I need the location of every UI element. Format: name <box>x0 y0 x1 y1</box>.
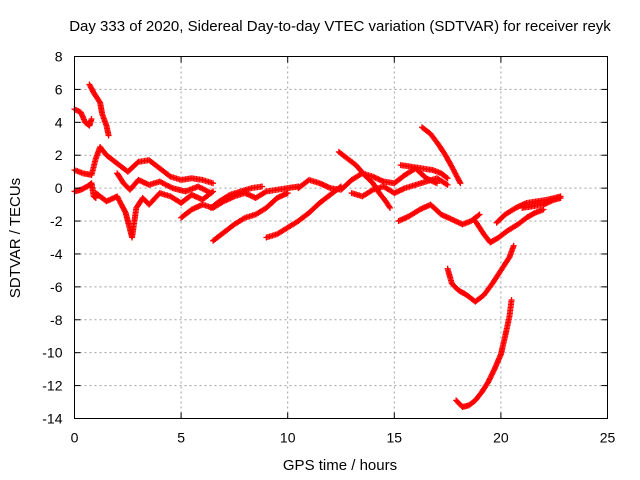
data-point <box>225 192 232 199</box>
data-point <box>508 297 515 304</box>
x-tick-label: 5 <box>177 430 185 446</box>
data-point <box>207 190 214 197</box>
data-point <box>91 194 98 201</box>
series-arc-20 <box>519 195 564 211</box>
x-tick-label: 0 <box>71 430 79 446</box>
data-point <box>262 189 269 196</box>
series-arc-8 <box>210 190 291 244</box>
y-tick-label: 2 <box>55 147 63 163</box>
grid <box>74 56 608 419</box>
plot-frame <box>74 56 608 419</box>
data-point <box>475 212 482 219</box>
data-point <box>240 215 247 222</box>
data-point <box>444 175 451 182</box>
y-axis-label: SDTVAR / TECUs <box>7 178 24 298</box>
data-point <box>557 195 564 202</box>
data-point <box>510 242 517 249</box>
data-point <box>444 181 451 188</box>
series-arc-9 <box>207 183 266 211</box>
data-marks <box>71 81 564 410</box>
data-point <box>368 187 375 194</box>
series-arc-21 <box>453 297 515 410</box>
series-arc-18 <box>472 206 547 246</box>
y-tick-label: -12 <box>42 378 62 394</box>
x-tick-label: 10 <box>280 430 296 446</box>
data-point <box>259 183 266 190</box>
y-tick-label: -2 <box>50 213 63 229</box>
series-arc-6 <box>114 170 214 197</box>
x-tick-label: 25 <box>600 430 616 446</box>
y-tick-label: 4 <box>55 114 63 130</box>
x-tick-label: 20 <box>493 430 509 446</box>
y-tick-label: -4 <box>50 246 63 262</box>
data-point <box>210 180 217 187</box>
series-arc-10 <box>263 183 344 241</box>
data-point <box>457 180 464 187</box>
y-tick-label: 8 <box>55 49 63 65</box>
series-arc-17 <box>444 242 517 305</box>
data-point <box>105 132 112 139</box>
data-point <box>387 204 394 211</box>
y-tick-label: -10 <box>42 345 62 361</box>
x-axis-label: GPS time / hours <box>283 457 397 474</box>
x-tick-label: 15 <box>387 430 403 446</box>
series-arc-12 <box>335 148 394 211</box>
y-tick-label: -6 <box>50 279 63 295</box>
series-arc-16 <box>419 124 464 187</box>
y-tick-label: 6 <box>55 81 63 97</box>
y-tick-label: -8 <box>50 312 63 328</box>
series-arc-14 <box>397 162 451 182</box>
series-arc-1 <box>71 106 95 129</box>
data-point <box>443 174 450 181</box>
series-arc-15 <box>395 201 483 228</box>
series-arc-5 <box>92 188 217 241</box>
y-tick-label: 0 <box>55 180 63 196</box>
y-tick-label: -14 <box>42 411 62 427</box>
data-point <box>476 211 483 218</box>
data-point <box>96 98 103 105</box>
data-point <box>443 181 450 188</box>
series-arc-2 <box>86 81 112 139</box>
data-point <box>386 203 393 210</box>
series-arc-13 <box>348 175 451 200</box>
ticks: 0 5 10 15 20 25 -14 -12 -10 -8 -6 -4 -2 0 2 4 6 8 <box>42 49 615 446</box>
chart-title: Day 333 of 2020, Sidereal Day-to-day VTE… <box>69 18 611 35</box>
data-point <box>88 116 95 123</box>
series-arc-3 <box>71 180 99 202</box>
data-point <box>284 190 291 197</box>
